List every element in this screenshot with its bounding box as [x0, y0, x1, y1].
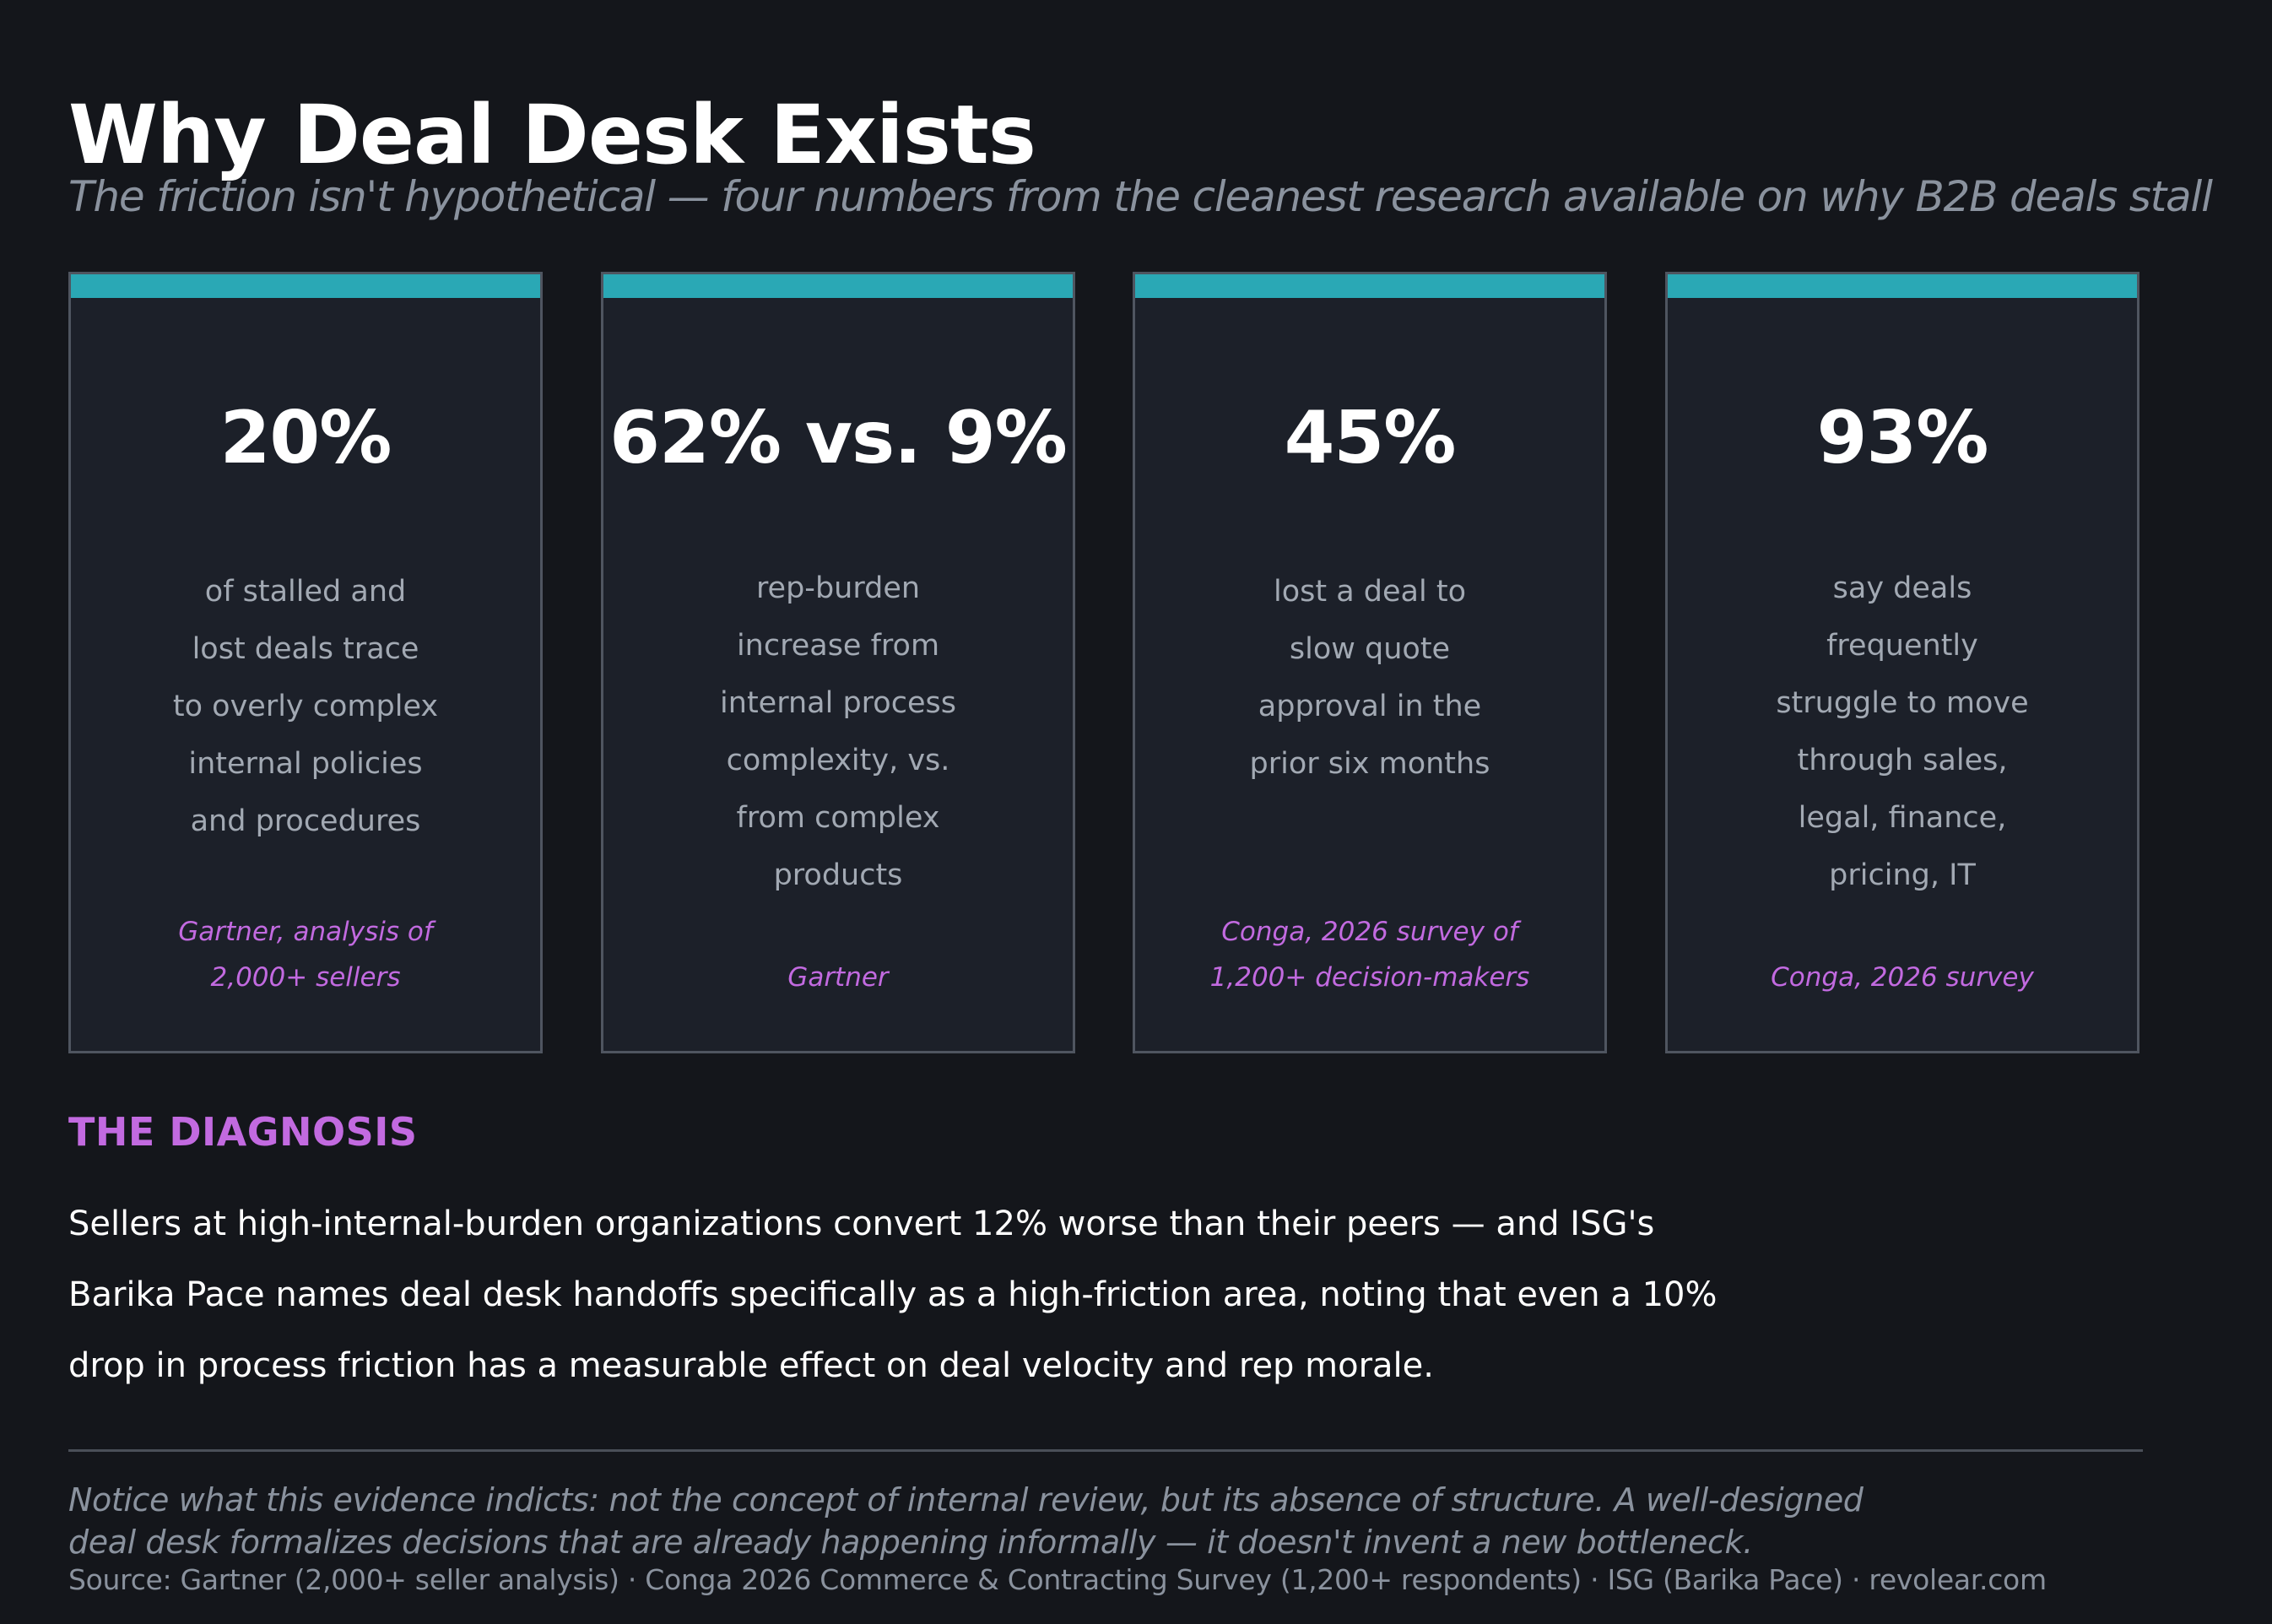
diagnosis-line: Barika Pace names deal desk handoffs spe…	[68, 1275, 1718, 1314]
source-line: Conga, 2026 survey	[1771, 962, 2034, 993]
stat-source: Gartner, analysis of 2,000+ sellers	[88, 909, 523, 1000]
stat-source: Conga, 2026 survey of 1,200+ decision-ma…	[1152, 909, 1588, 1000]
stat-card-3: 45% lost a deal to slow quote approval i…	[1133, 272, 1607, 1053]
description-line: legal, finance,	[1798, 801, 2007, 835]
description-line: frequently	[1826, 629, 1978, 663]
source-line: 1,200+ decision-makers	[1209, 962, 1530, 993]
page-subtitle: The friction isn't hypothetical — four n…	[68, 172, 2213, 221]
description-line: internal policies	[188, 747, 423, 781]
note-line: deal desk formalizes decisions that are …	[68, 1524, 1753, 1561]
description-line: slow quote	[1289, 632, 1451, 666]
source-line: Gartner, analysis of	[178, 917, 433, 947]
description-line: from complex	[736, 801, 940, 835]
description-line: through sales,	[1797, 744, 2008, 777]
stat-source: Conga, 2026 survey	[1685, 955, 2120, 1000]
description-line: complexity, vs.	[726, 744, 950, 777]
stat-source: Gartner	[620, 955, 1056, 1000]
stat-card-2: 62% vs. 9% rep-burden increase from inte…	[601, 272, 1075, 1053]
page-title: Why Deal Desk Exists	[68, 88, 1036, 182]
section-divider	[68, 1449, 2143, 1452]
card-accent-bar	[1668, 274, 2137, 298]
diagnosis-line: Sellers at high-internal-burden organiza…	[68, 1204, 1655, 1243]
source-line: Conga, 2026 survey of	[1221, 917, 1518, 947]
description-line: increase from	[736, 629, 940, 663]
diagnosis-body: Sellers at high-internal-burden organiza…	[68, 1188, 1841, 1401]
source-line: Gartner	[787, 962, 889, 993]
stat-description: say deals frequently struggle to move th…	[1685, 560, 2120, 904]
card-accent-bar	[71, 274, 540, 298]
stat-value: 45%	[1284, 396, 1457, 480]
diagnosis-line: drop in process friction has a measurabl…	[68, 1346, 1434, 1385]
description-line: struggle to move	[1776, 686, 2029, 720]
description-line: rep-burden	[755, 571, 921, 605]
stat-description: lost a deal to slow quote approval in th…	[1152, 563, 1588, 793]
stat-description: rep-burden increase from internal proces…	[620, 560, 1056, 904]
description-line: internal process	[720, 686, 956, 720]
stat-value: 93%	[1816, 396, 1989, 480]
source-line: 2,000+ sellers	[210, 962, 401, 993]
description-line: lost deals trace	[192, 632, 419, 666]
stat-card-1: 20% of stalled and lost deals trace to o…	[68, 272, 543, 1053]
note-line: Notice what this evidence indicts: not t…	[68, 1481, 1864, 1518]
description-line: approval in the	[1258, 690, 1482, 723]
description-line: to overly complex	[172, 690, 439, 723]
description-line: products	[773, 858, 903, 892]
stat-description: of stalled and lost deals trace to overl…	[88, 563, 523, 850]
description-line: of stalled and	[204, 575, 407, 609]
card-accent-bar	[1135, 274, 1604, 298]
description-line: pricing, IT	[1829, 858, 1976, 892]
stat-value: 62% vs. 9%	[609, 396, 1068, 480]
stat-value: 20%	[219, 396, 392, 480]
description-line: and procedures	[190, 804, 421, 838]
description-line: say deals	[1832, 571, 1972, 605]
card-accent-bar	[603, 274, 1073, 298]
diagnosis-heading: THE DIAGNOSIS	[68, 1109, 418, 1155]
source-citation: Source: Gartner (2,000+ seller analysis)…	[68, 1563, 2047, 1596]
description-line: prior six months	[1249, 747, 1490, 781]
description-line: lost a deal to	[1274, 575, 1466, 609]
closing-note: Notice what this evidence indicts: not t…	[68, 1479, 1864, 1563]
stat-card-4: 93% say deals frequently struggle to mov…	[1665, 272, 2139, 1053]
